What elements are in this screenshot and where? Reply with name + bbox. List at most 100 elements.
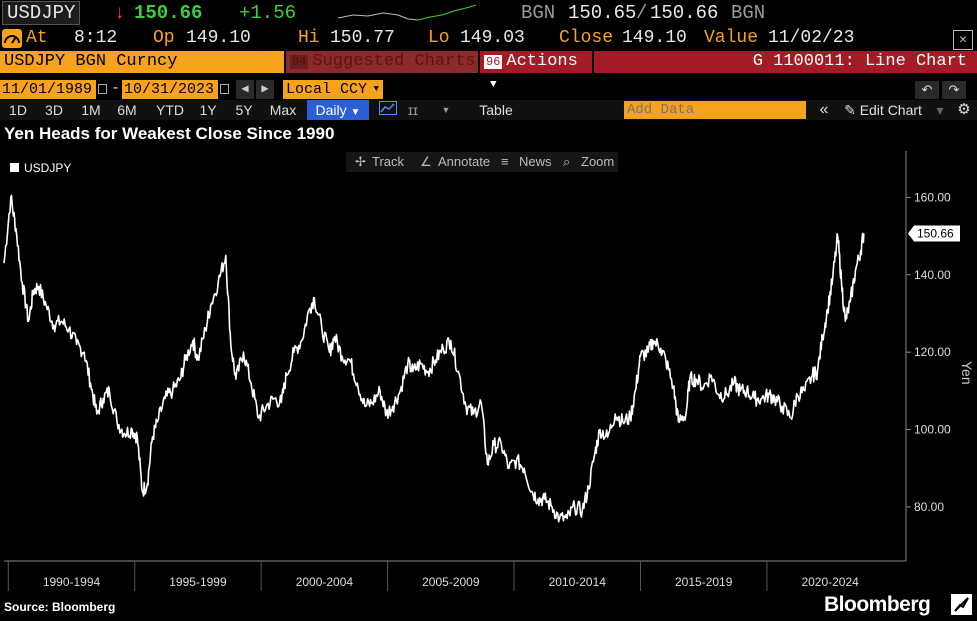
period-max-button[interactable]: Max [269,102,297,118]
down-arrow-icon: ↓ [114,2,126,24]
actions-label: Actions [506,52,578,71]
line-chart[interactable]: USDJPY ✢ Track ∠ Annotate ≡ News ⌕ Zoom … [0,148,977,593]
security-field[interactable]: USDJPY BGN Curncy [0,51,284,73]
low-value: 149.03 [460,28,525,48]
ask-source: BGN [731,2,766,24]
dropdown-marker-icon: ▾ [936,102,944,118]
news-tool[interactable]: ≡ News [501,154,552,169]
redo-button[interactable]: ↷ [942,81,966,99]
close-icon[interactable]: ✕ [953,30,973,50]
close-label: Close [559,28,614,48]
open-value: 149.10 [186,28,251,48]
sparkline [338,4,477,21]
at-label: At [26,28,48,48]
y-tick-label: 140.00 [914,268,951,282]
security-bar: USDJPY BGN Curncy 94 Suggested Charts 96 A… [0,51,977,91]
table-button[interactable]: Table [479,102,513,118]
zoom-icon: ⌕ [563,154,570,169]
close-value: 149.10 [622,28,687,48]
period-1d-button[interactable]: 1D [9,102,27,118]
news-icon: ≡ [501,154,509,169]
x-tick-label: 2020-2024 [801,575,859,589]
chevron-down-icon: ▼ [373,84,379,94]
x-tick-label: 2000-2004 [296,575,354,589]
high-value: 150.77 [330,28,395,48]
bloomberg-square-icon [951,594,972,615]
x-tick-label: 1990-1994 [43,575,101,589]
bar-type-icon[interactable]: ɪɪ [408,102,418,118]
period-1y-button[interactable]: 1Y [199,102,217,118]
period-1m-button[interactable]: 1M [81,102,101,118]
y-tick-label: 160.00 [914,190,951,204]
chevron-down-icon[interactable]: ▼ [441,105,451,115]
function-title: G 1100011: Line Chart [594,51,977,73]
chevron-down-icon: ▼ [350,107,361,118]
chart-title: Yen Heads for Weakest Close Since 1990 [4,124,335,143]
suggested-charts-label: Suggested Charts [312,52,476,71]
zoom-tool[interactable]: ⌕ Zoom [563,154,614,169]
chevron-right-icon[interactable]: ▶ [256,80,274,99]
value-date: 11/02/23 [768,28,855,48]
legend: USDJPY [10,161,71,175]
period-5y-button[interactable]: 5Y [235,102,253,118]
legend-label: USDJPY [24,161,71,175]
ask-price: 150.66 [650,2,719,24]
currency-value: Local CCY [286,81,368,98]
x-tick-label: 2015-2019 [675,575,733,589]
open-label: Op [153,28,175,48]
pencil-icon: ✎ [844,102,856,118]
brand-logo: Bloomberg [824,593,931,616]
track-tool[interactable]: ✢ Track [355,154,405,169]
last-value-tag: 150.66 [908,225,960,242]
chart-tools: ✢ Track ∠ Annotate ≡ News ⌕ Zoom [346,152,618,172]
frequency-select[interactable]: Daily ▼ [307,100,369,120]
last-price: 150.66 [134,2,203,24]
suggested-charts-code: 94 [290,55,309,69]
collapse-icon[interactable]: « [819,101,829,118]
track-label: Track [372,154,405,169]
date-range-bar: 11/01/1989 - 10/31/2023 ◀ ▶ Local CCY ▼ [0,80,977,100]
quote-line: USDJPY ↓ 150.66 +1.56 BGN 150.65 / 150.6… [0,0,977,26]
at-value: 8:12 [74,28,118,48]
calendar-icon[interactable] [220,84,229,94]
y-tick-label: 80.00 [914,500,944,514]
source-note: Source: Bloomberg [4,600,116,614]
gear-icon[interactable]: ⚙ [957,101,971,118]
y-axis-ticks: 80.00 100.00 120.00 140.00 160.00 [906,190,951,514]
x-tick-label: 1995-1999 [169,575,227,589]
start-date-input[interactable]: 11/01/1989 [0,80,96,99]
annotate-tool[interactable]: ∠ Annotate [420,154,490,169]
actions-button[interactable]: 96 Actions ▼ [480,51,592,91]
bid-ask-separator: / [636,2,648,24]
chevron-left-icon[interactable]: ◀ [236,80,254,99]
add-data-input[interactable] [624,101,806,119]
edit-chart-button[interactable]: ✎ Edit Chart [838,100,928,120]
last-value-label: 150.66 [917,227,954,241]
legend-swatch [10,163,19,172]
x-axis-ticks: 1990-1994 1995-1999 2000-2004 2005-2009 2010… [7,561,859,591]
currency-select[interactable]: Local CCY ▼ [283,80,383,99]
zoom-label: Zoom [581,154,614,169]
undo-button[interactable]: ↶ [915,81,939,99]
bid-source: BGN [521,2,556,24]
period-3d-button[interactable]: 3D [45,102,63,118]
end-date-input[interactable]: 10/31/2023 [122,80,218,99]
annotate-label: Annotate [438,154,490,169]
y-axis-label: Yen [959,361,975,385]
calendar-icon[interactable] [98,84,107,94]
period-ytd-button[interactable]: YTD [156,102,184,118]
annotate-icon: ∠ [420,154,432,169]
gauge-icon[interactable] [2,29,22,48]
bid-price: 150.65 [568,2,637,24]
low-label: Lo [428,28,450,48]
y-tick-label: 120.00 [914,345,951,359]
edit-chart-label: Edit Chart [859,102,922,118]
y-tick-label: 100.00 [914,422,951,436]
ticker-label[interactable]: USDJPY [2,1,81,25]
actions-code: 96 [484,55,503,69]
x-tick-label: 2010-2014 [549,575,607,589]
suggested-charts-button[interactable]: 94 Suggested Charts [286,51,478,73]
period-6m-button[interactable]: 6M [117,102,137,118]
line-chart-icon[interactable] [376,100,400,120]
frequency-value: Daily [315,102,347,118]
